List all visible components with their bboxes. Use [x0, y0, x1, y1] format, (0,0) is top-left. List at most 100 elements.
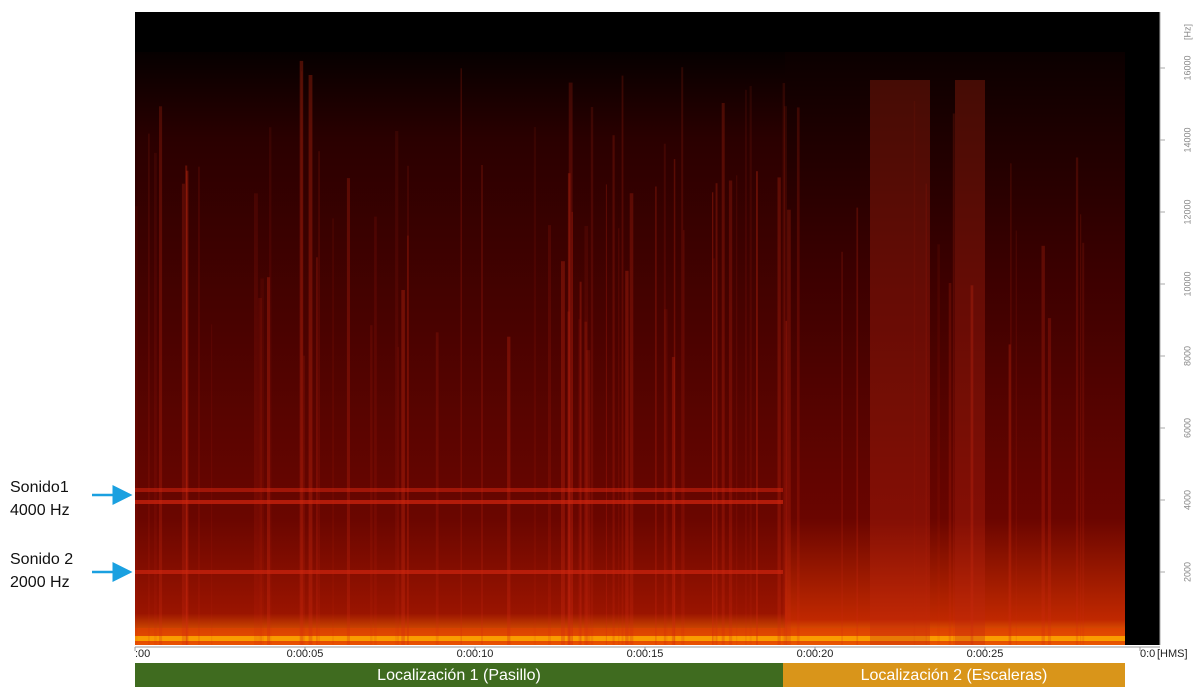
streak [407, 236, 408, 645]
streak [681, 67, 683, 645]
streak [347, 178, 350, 645]
streak [319, 151, 320, 645]
time-label: 0:00:20 [797, 648, 834, 660]
spectrogram-region-1 [135, 12, 785, 645]
streak [154, 153, 157, 645]
freq-label: 12000 [1182, 199, 1192, 224]
freq-label: 8000 [1182, 346, 1192, 366]
freq-label: 4000 [1182, 490, 1192, 510]
streak [260, 279, 264, 646]
annotation-freq: 2000 Hz [10, 574, 70, 591]
annotation-label: Sonido 2 [10, 551, 73, 568]
streak [548, 225, 551, 645]
streak [159, 106, 162, 645]
streak [787, 210, 791, 645]
streak [561, 261, 565, 645]
time-label: 0:00:25 [967, 648, 1004, 660]
segment-label: Localización 2 (Escaleras) [861, 667, 1048, 684]
streak [625, 271, 628, 645]
freq-unit: [Hz] [1182, 24, 1192, 40]
streak [135, 206, 137, 645]
streak [953, 114, 955, 646]
streak [778, 177, 781, 645]
streak [309, 75, 313, 645]
streak [182, 184, 185, 645]
streak [300, 61, 304, 645]
streak [613, 135, 615, 645]
freq-label: 10000 [1182, 271, 1192, 296]
burst [870, 80, 930, 645]
streak [729, 181, 732, 646]
streak [185, 166, 187, 646]
burst [955, 80, 985, 645]
annotation-freq: 4000 Hz [10, 502, 70, 519]
streak [316, 257, 318, 645]
frequency-axis: 2000 4000 6000 8000 10000 12000 14000 16000 [Hz] [1160, 24, 1192, 582]
streak [591, 107, 593, 645]
streak [1080, 214, 1081, 645]
segment-label: Localización 1 (Pasillo) [377, 667, 541, 684]
time-label: 0:0 [1140, 648, 1155, 660]
streak [1042, 246, 1045, 645]
streak [578, 319, 580, 645]
streak [370, 325, 372, 645]
streak [401, 290, 405, 645]
streak [507, 337, 510, 645]
streak [683, 230, 684, 645]
time-label: :00 [135, 648, 150, 660]
tone-line [135, 570, 783, 574]
streak [1010, 163, 1012, 645]
streak [332, 218, 334, 645]
streak [630, 193, 634, 645]
streak [797, 107, 800, 645]
streak [1016, 231, 1017, 646]
streak [461, 68, 462, 645]
streak [736, 175, 737, 645]
streak [622, 76, 624, 645]
streak [937, 244, 940, 645]
streak [198, 167, 200, 645]
streak [211, 324, 212, 645]
annotation-label: Sonido1 [10, 479, 69, 496]
streak [841, 252, 843, 645]
streak [655, 187, 656, 646]
streak [756, 171, 758, 645]
streak [713, 258, 716, 645]
spectrogram [135, 12, 1125, 645]
streak [949, 283, 952, 645]
streak [1082, 243, 1084, 645]
streak [436, 332, 439, 645]
black-strip [1125, 12, 1160, 645]
streak [664, 144, 666, 645]
streak [716, 183, 718, 645]
annotations: Sonido1 4000 Hz Sonido 2 2000 Hz [10, 479, 130, 591]
streak [1048, 318, 1051, 645]
streak [148, 134, 149, 645]
tone-line [135, 488, 783, 492]
streak [481, 165, 482, 645]
time-unit: [HMS] [1157, 648, 1188, 660]
streak [745, 90, 746, 645]
freq-label: 14000 [1182, 127, 1192, 152]
streak [856, 208, 858, 645]
freq-label: 6000 [1182, 418, 1192, 438]
streak [569, 83, 573, 645]
streak [254, 193, 258, 645]
streak [398, 347, 399, 645]
streak [722, 103, 725, 645]
tone-line [135, 500, 783, 504]
streak [784, 106, 787, 645]
streak [534, 127, 536, 645]
spectrogram-window: Sonido1 4000 Hz Sonido 2 2000 Hz :000:00… [0, 0, 1200, 687]
streak [606, 184, 607, 645]
streak [1076, 158, 1078, 646]
freq-label: 2000 [1182, 562, 1192, 582]
freq-label: 16000 [1182, 55, 1192, 80]
streak [618, 228, 619, 645]
streak [672, 357, 675, 645]
streak [584, 226, 588, 645]
streak [267, 277, 270, 645]
time-label: 0:00:15 [627, 648, 664, 660]
streak [374, 217, 377, 645]
